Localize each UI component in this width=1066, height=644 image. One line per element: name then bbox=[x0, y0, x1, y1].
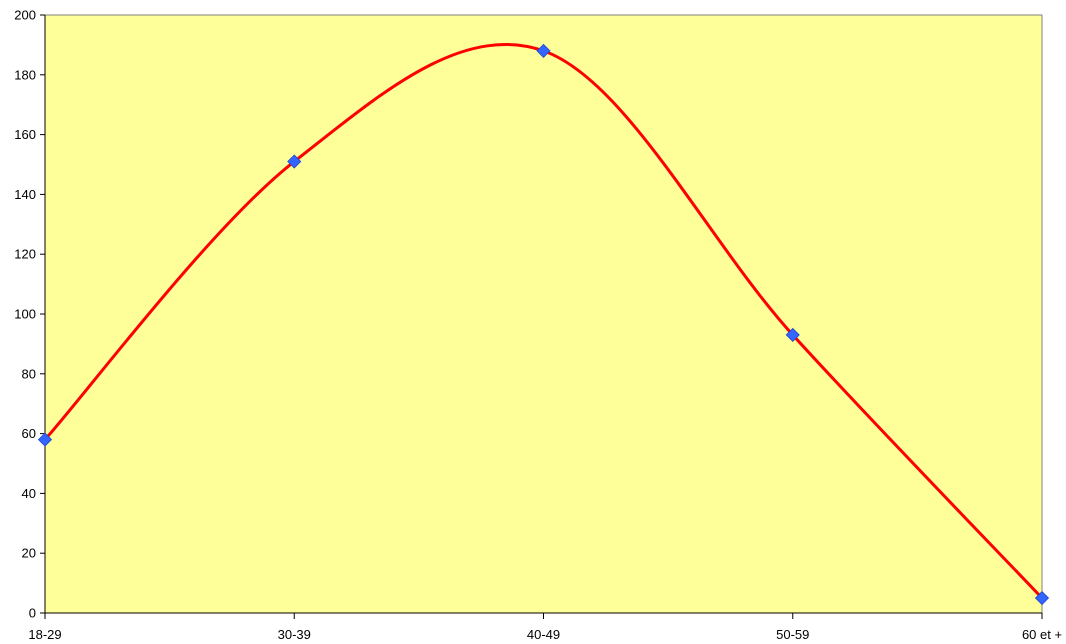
y-axis: 0 20 40 60 80 100 120 140 160 180 200 bbox=[14, 8, 46, 621]
y-tick-label: 200 bbox=[14, 8, 36, 23]
data-point-marker bbox=[785, 327, 800, 342]
y-tick-label: 0 bbox=[29, 606, 36, 621]
y-tick-label: 60 bbox=[22, 426, 36, 441]
x-tick-label: 40-49 bbox=[527, 627, 560, 642]
x-axis: 18-29 30-39 40-49 50-59 60 et + bbox=[28, 612, 1062, 642]
data-point-marker bbox=[536, 43, 551, 58]
plot-area bbox=[44, 14, 1043, 614]
y-tick-label: 120 bbox=[14, 247, 36, 262]
x-tick-label: 60 et + bbox=[1022, 627, 1062, 642]
data-point-marker bbox=[37, 432, 53, 447]
y-tick-label: 40 bbox=[22, 486, 36, 501]
y-tick-label: 180 bbox=[14, 67, 36, 82]
series-markers bbox=[37, 43, 1050, 606]
x-tick-label: 30-39 bbox=[278, 627, 311, 642]
y-tick-label: 160 bbox=[14, 127, 36, 142]
x-tick-label: 18-29 bbox=[28, 627, 61, 642]
y-tick-label: 140 bbox=[14, 187, 36, 202]
x-tick-label: 50-59 bbox=[776, 627, 809, 642]
y-tick-label: 20 bbox=[22, 546, 36, 561]
y-tick-label: 100 bbox=[14, 307, 36, 322]
y-tick-label: 80 bbox=[22, 366, 36, 381]
data-point-marker bbox=[1034, 590, 1050, 606]
data-point-marker bbox=[287, 154, 302, 169]
